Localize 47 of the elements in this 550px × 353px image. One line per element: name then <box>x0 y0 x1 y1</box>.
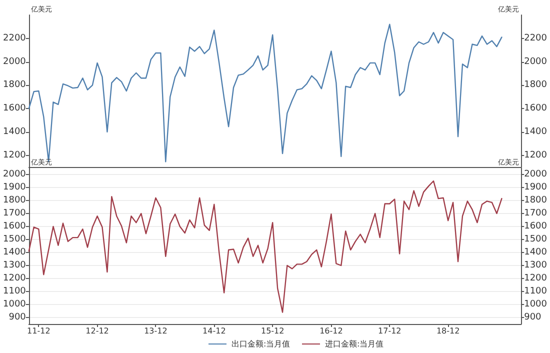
y-tick-label: 1000 <box>3 300 26 310</box>
y2-tick-label: 1000 <box>524 300 548 310</box>
y-tick-label: 1300 <box>3 260 26 270</box>
y-tick-label: 1100 <box>3 286 26 296</box>
y2-tick-label: 1900 <box>524 182 548 192</box>
y2-tick-label: 1800 <box>524 196 548 206</box>
y-tick-label: 1700 <box>3 208 26 218</box>
line-series <box>28 180 502 313</box>
x-tick-label: 13-12 <box>144 326 168 336</box>
y2-tick-label: 1100 <box>524 286 548 296</box>
y2-tick-label: 900 <box>524 312 542 322</box>
x-tick-label: 11-12 <box>27 326 50 336</box>
y-tick-label: 1800 <box>3 80 26 90</box>
y-tick-label: 1500 <box>3 234 26 244</box>
x-tick-label: 15-12 <box>260 326 284 336</box>
x-tick-label: 16-12 <box>320 326 343 336</box>
y2-tick-label: 1700 <box>524 208 548 218</box>
y2-tick-label: 1200 <box>524 274 548 284</box>
y-tick-label: 2000 <box>3 56 26 67</box>
y-tick-label: 1600 <box>3 104 26 114</box>
y-tick-label: 1200 <box>3 274 26 284</box>
y2-tick-label: 1800 <box>524 80 548 90</box>
y2-tick-label: 1400 <box>524 126 548 137</box>
y2-tick-label: 1500 <box>524 234 548 244</box>
y-tick-label: 2200 <box>3 33 26 44</box>
x-tick-label: 17-12 <box>378 326 402 336</box>
legend-label: 出口金额:当月值 <box>232 340 290 348</box>
x-tick-label: 12-12 <box>86 326 109 336</box>
y-tick-label: 900 <box>8 312 26 322</box>
y2-tick-label: 1300 <box>524 260 548 270</box>
y-tick-label: 1800 <box>3 196 26 206</box>
y-tick-label: 1400 <box>3 126 26 137</box>
y-tick-label: 1900 <box>3 182 26 192</box>
legend-label: 进口金额:当月值 <box>325 340 384 348</box>
y2-tick-label: 1200 <box>524 150 548 160</box>
x-tick-label: 14-12 <box>202 326 226 336</box>
y2-tick-label: 1600 <box>524 104 548 114</box>
x-tick-label: 18-12 <box>436 326 460 336</box>
y2-tick-label: 2000 <box>524 170 548 180</box>
y-tick-label: 2000 <box>3 170 26 180</box>
y2-tick-label: 1600 <box>524 222 548 232</box>
y-tick-label: 1200 <box>3 150 26 160</box>
y2-tick-label: 2000 <box>524 56 548 67</box>
y-tick-label: 1600 <box>3 222 26 232</box>
y-tick-label: 1400 <box>3 248 26 258</box>
y2-tick-label: 2200 <box>524 33 548 44</box>
y2-tick-label: 1400 <box>524 248 548 258</box>
